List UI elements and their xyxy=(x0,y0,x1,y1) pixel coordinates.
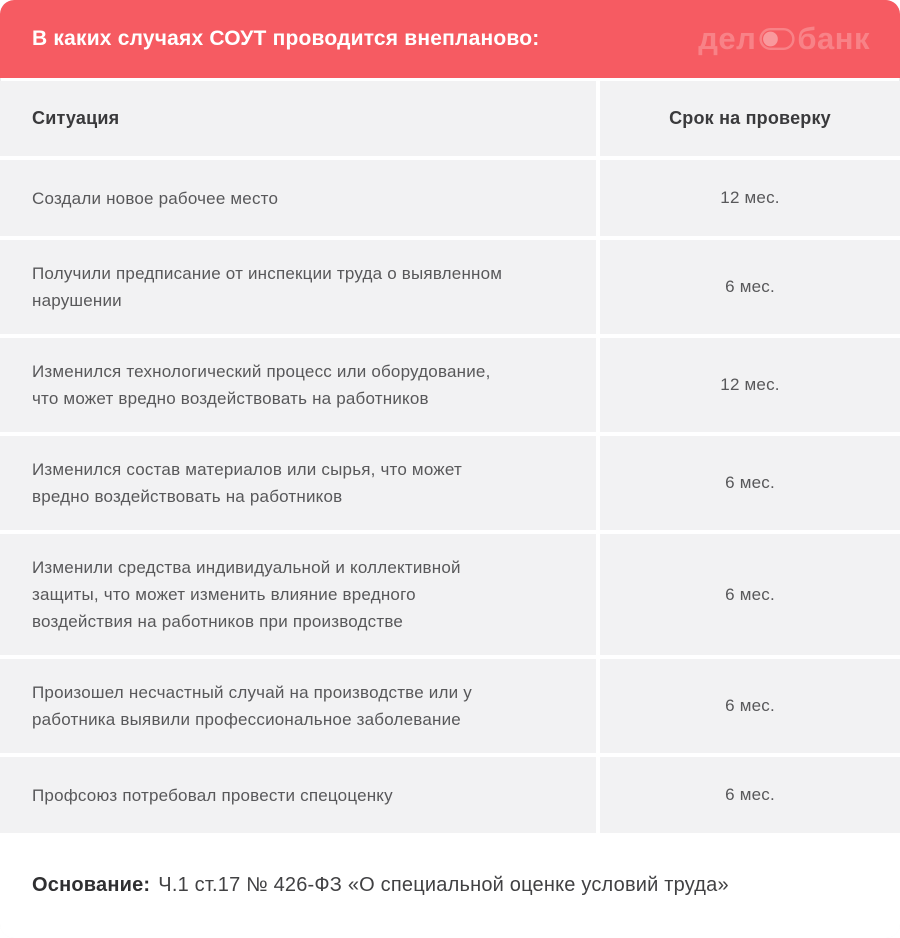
term-cell: 6 мес. xyxy=(600,659,900,753)
term-cell: 12 мес. xyxy=(600,160,900,236)
basis-label: Основание: xyxy=(32,874,151,896)
term-cell: 6 мес. xyxy=(600,757,900,833)
term-cell: 6 мес. xyxy=(600,436,900,530)
term-cell: 12 мес. xyxy=(600,338,900,432)
situation-cell: Изменился технологический процесс или об… xyxy=(0,338,596,432)
brand-text-left: дел xyxy=(698,21,757,56)
situation-cell: Создали новое рабочее место xyxy=(0,160,596,236)
page-title: В каких случаях СОУТ проводится внеплано… xyxy=(32,27,540,50)
situation-cell: Изменили средства индивидуальной и колле… xyxy=(0,534,596,655)
situation-cell: Произошел несчастный случай на производс… xyxy=(0,659,596,753)
table-header-row: Ситуация Срок на проверку xyxy=(0,81,900,156)
term-cell: 6 мес. xyxy=(600,534,900,655)
header-bar: В каких случаях СОУТ проводится внеплано… xyxy=(0,0,900,78)
toggle-icon xyxy=(759,23,795,59)
table-row: Профсоюз потребовал провести спецоценку … xyxy=(0,757,900,833)
situation-cell: Профсоюз потребовал провести спецоценку xyxy=(0,757,596,833)
brand-text-right: банк xyxy=(797,21,870,56)
footer-basis: Основание: Ч.1 ст.17 № 426-ФЗ «О специал… xyxy=(0,833,900,938)
table-row: Изменили средства индивидуальной и колле… xyxy=(0,534,900,655)
situation-cell: Получили предписание от инспекции труда … xyxy=(0,240,596,334)
table-row: Произошел несчастный случай на производс… xyxy=(0,659,900,753)
brand-logo: дел банк xyxy=(698,19,870,59)
sout-table: Ситуация Срок на проверку Создали новое … xyxy=(0,81,900,833)
table-row: Получили предписание от инспекции труда … xyxy=(0,240,900,334)
situation-cell: Изменился состав материалов или сырья, ч… xyxy=(0,436,596,530)
column-header-term: Срок на проверку xyxy=(600,81,900,156)
column-header-situation: Ситуация xyxy=(0,81,596,156)
table-row: Изменился состав материалов или сырья, ч… xyxy=(0,436,900,530)
table-row: Изменился технологический процесс или об… xyxy=(0,338,900,432)
term-cell: 6 мес. xyxy=(600,240,900,334)
basis-text: Ч.1 ст.17 № 426-ФЗ «О специальной оценке… xyxy=(158,874,729,896)
table-row: Создали новое рабочее место 12 мес. xyxy=(0,160,900,236)
